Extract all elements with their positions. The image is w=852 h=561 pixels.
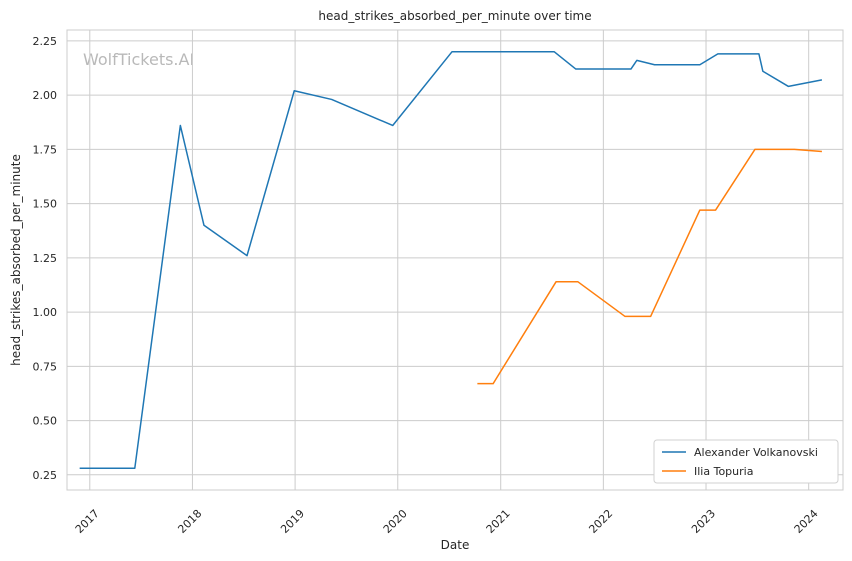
legend-label-alexander-volkanovski: Alexander Volkanovski [694, 446, 818, 459]
y-tick-label: 2.25 [33, 35, 58, 48]
series-line-ilia-topuria [477, 148, 822, 385]
y-axis-ticks: 0.25 0.50 0.75 1.00 1.25 1.50 1.75 2.00 2.25 [33, 35, 58, 482]
legend-label-ilia-topuria: Ilia Topuria [694, 465, 753, 478]
plot-frame [66, 29, 844, 491]
y-axis-label: head_strikes_absorbed_per_minute [9, 154, 23, 366]
x-axis-label: Date [441, 538, 470, 552]
y-tick-label: 1.50 [33, 198, 58, 211]
y-tick-label: 0.50 [33, 415, 58, 428]
y-tick-label: 1.00 [33, 306, 58, 319]
series-line-alexander-volkanovski [79, 50, 823, 470]
series-lines [79, 50, 823, 470]
y-tick-label: 0.25 [33, 469, 58, 482]
watermark: WolfTickets.AI [83, 50, 194, 69]
chart-title: head_strikes_absorbed_per_minute over ti… [318, 9, 591, 23]
y-tick-label: 2.00 [33, 89, 58, 102]
y-tick-label: 1.75 [33, 143, 58, 156]
y-tick-label: 1.25 [33, 252, 58, 265]
grid-lines [67, 30, 843, 490]
y-tick-label: 0.75 [33, 360, 58, 373]
legend: Alexander Volkanovski Ilia Topuria [653, 439, 839, 484]
legend-box [653, 439, 839, 484]
